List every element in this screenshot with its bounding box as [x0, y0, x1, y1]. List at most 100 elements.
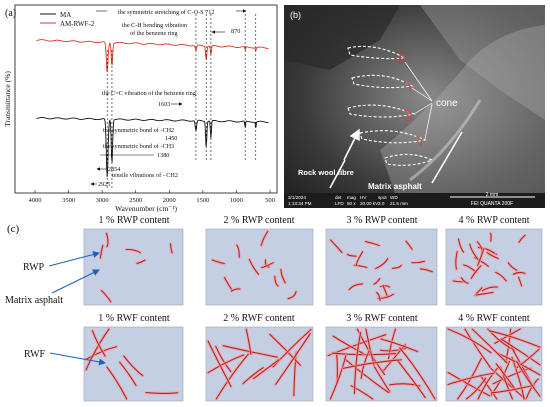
rwf-fiber — [215, 353, 249, 400]
rwf-fiber — [447, 372, 495, 386]
x-tick-label: 3000 — [96, 197, 109, 204]
sem-meta: 3/1/2024 det mag HV spot WD 1:13:34 PM L… — [288, 195, 408, 206]
rwf-fiber — [447, 371, 491, 397]
label-rwf: RWF — [24, 349, 46, 360]
rwf-box-1 — [83, 326, 184, 402]
rwf-fiber — [464, 328, 491, 368]
rwf-title: 2 % RWF content — [223, 313, 295, 324]
x-tick-label: 1000 — [230, 197, 243, 204]
rwf-fiber — [495, 363, 516, 389]
spectrum-am-rwf-2 — [36, 39, 269, 73]
rwf-fiber — [329, 355, 347, 400]
annot-870: 870 — [231, 28, 240, 35]
rwf-fiber — [331, 352, 397, 356]
rwf-fiber — [207, 354, 245, 374]
rwf-fiber — [373, 365, 391, 393]
rwf-fiber — [252, 359, 280, 380]
fiber-layer — [84, 229, 542, 401]
rwf-fiber — [350, 385, 374, 400]
fibre-tip — [403, 109, 412, 122]
rwf-fiber — [145, 392, 179, 394]
annot-cc: the C=C vibration of the benzene ring — [102, 90, 196, 97]
sem-meta-value: LFD — [335, 201, 344, 206]
rwf-fiber — [488, 330, 541, 348]
rwf-fiber — [245, 328, 252, 355]
rwf-fiber — [123, 355, 144, 377]
schematic-panel: (c) 1 % RWP content 2 % RWP content 3 % … — [5, 215, 543, 402]
rwf-title: 4 % RWF content — [458, 313, 530, 324]
rwf-fiber — [471, 328, 508, 364]
rwp-fiber — [460, 277, 469, 284]
rwf-fiber — [516, 360, 541, 397]
rwp-fiber — [517, 276, 523, 287]
rwp-fiber — [100, 289, 112, 303]
rwf-fiber — [215, 345, 232, 373]
sem-meta-value: 20.00 kV — [360, 201, 379, 206]
rwp-fiber — [373, 277, 381, 285]
rwf-fiber — [222, 345, 278, 358]
panel-b-label: (b) — [290, 10, 301, 20]
rwp-fiber — [489, 232, 492, 242]
rwp-fiber — [136, 259, 146, 264]
rwp-fiber — [457, 238, 465, 253]
rwp-fiber — [211, 259, 225, 265]
rwf-fiber — [380, 338, 419, 353]
sem-panel: (b) cone Rock wool fibre Matrix asphalt — [284, 5, 545, 208]
rwp-fiber — [481, 286, 499, 292]
sem-meta-head: spot — [378, 195, 387, 200]
rwp-fiber — [486, 252, 499, 260]
rwp-fiber — [518, 234, 526, 243]
peak-guides — [106, 14, 257, 188]
rwf-fiber — [353, 331, 362, 395]
rwf-fiber — [342, 359, 402, 369]
ftir-panel: (a) MA AM-RWF-2 the symmetric stretching… — [3, 4, 278, 213]
label-matrix-asphalt: Matrix asphalt — [5, 295, 63, 306]
x-tick-label: 4000 — [29, 197, 42, 204]
rwf-fiber — [396, 358, 426, 399]
rwf-fiber — [490, 384, 535, 394]
fibre-tip — [415, 135, 422, 147]
sem-meta-value: 1:13:34 PM — [288, 201, 312, 206]
fibre-tip — [395, 51, 404, 64]
annot-1380: 1380 — [157, 152, 169, 159]
rwf-fiber — [269, 333, 301, 366]
rwp-fiber — [169, 243, 173, 254]
rwp-fiber — [125, 248, 142, 254]
rwp-fiber — [364, 241, 380, 247]
rwp-fiber — [260, 230, 269, 246]
fibre-label: Rock wool fibre — [298, 168, 354, 177]
rwp-fiber — [391, 264, 402, 269]
rwp-fiber — [455, 251, 458, 270]
panel-c-label: (c) — [7, 223, 20, 235]
legend-label-rwf: AM-RWF-2 — [60, 20, 95, 28]
rwf-fiber — [207, 340, 232, 388]
label-rwp: RWP — [23, 262, 45, 273]
fibre-tip — [403, 81, 411, 92]
annot-ch-bend-1: the C-H bending vibration — [122, 22, 187, 29]
rwf-title: 3 % RWF content — [346, 313, 418, 324]
cone-outline — [351, 74, 414, 89]
x-tick-label: 3500 — [62, 197, 75, 204]
rwp-fiber — [477, 248, 485, 266]
annot-2925: 2925 — [98, 181, 110, 188]
rwp-fiber — [411, 260, 425, 264]
cone-label: cone — [436, 98, 458, 109]
fibre-arrow — [329, 159, 346, 189]
sem-meta-head: HV — [360, 195, 367, 200]
sem-texture — [284, 5, 400, 70]
cone-outline — [347, 45, 407, 60]
rwf-fiber — [457, 357, 482, 400]
panel-a-label: (a) — [5, 8, 16, 19]
rwf-fiber — [332, 335, 364, 354]
rwp-title: 3 % RWP content — [346, 215, 417, 226]
legend-label-ma: MA — [60, 11, 71, 19]
cone-outline — [384, 153, 434, 166]
rwp-fiber — [376, 291, 381, 301]
matrix-pointer — [431, 131, 463, 184]
sem-scale-label: 2 mm — [486, 192, 499, 198]
rwp-fiber — [469, 243, 479, 260]
rwp-fiber — [348, 283, 364, 291]
sem-meta-value: 3.0 — [378, 201, 385, 206]
rwp-fiber — [230, 288, 241, 292]
rwf-fiber — [242, 367, 264, 385]
